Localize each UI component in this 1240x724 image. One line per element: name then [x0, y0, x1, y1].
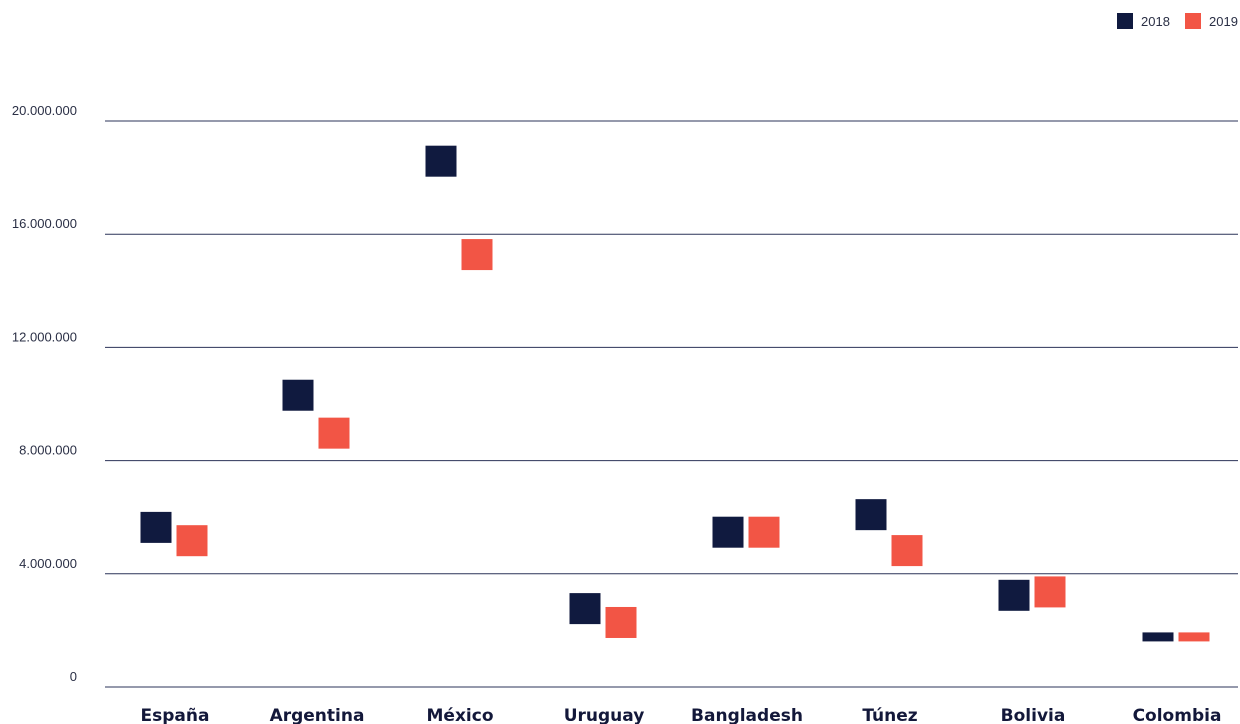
y-axis: 0 4.000.000 8.000.000 12.000.000 16.000.000 2…: [12, 103, 77, 684]
y-tick-label: 8.000.000: [19, 443, 77, 458]
x-tick-label: Bolivia: [1001, 706, 1066, 724]
marker-2018-5: [855, 499, 887, 531]
x-tick-label: Argentina: [270, 706, 365, 724]
y-tick-label: 4.000.000: [19, 556, 77, 571]
legend-label: 2018: [1141, 14, 1170, 29]
marker-2019-7: [1178, 632, 1210, 642]
grid-layer: [105, 120, 1238, 688]
marker-2019-3: [605, 606, 637, 638]
y-tick-label: 20.000.000: [12, 103, 77, 118]
marker-2019-2: [461, 239, 493, 271]
y-tick-label: 12.000.000: [12, 329, 77, 344]
x-axis: España Argentina México Uruguay Bangladesh Tú…: [141, 706, 1222, 724]
marker-2018-7: [1142, 632, 1174, 642]
y-tick-label: 0: [70, 669, 77, 684]
x-tick-label: Colombia: [1133, 706, 1222, 724]
marker-2019-5: [891, 535, 923, 567]
marker-2019-4: [748, 516, 780, 548]
legend: 2018 2019: [1117, 13, 1238, 29]
marker-2018-2: [425, 145, 457, 177]
legend-swatch-2019: [1185, 13, 1201, 29]
marker-2018-3: [569, 593, 601, 625]
marker-2019-0: [176, 525, 208, 557]
marker-2019-6: [1034, 576, 1066, 608]
x-tick-label: Bangladesh: [691, 706, 803, 724]
data-markers: [140, 145, 1210, 642]
y-tick-label: 16.000.000: [12, 216, 77, 231]
x-tick-label: España: [141, 706, 210, 724]
marker-2018-1: [282, 379, 314, 411]
marker-2019-1: [318, 417, 350, 449]
x-tick-label: Túnez: [862, 706, 917, 724]
x-tick-label: México: [427, 706, 494, 724]
marker-2018-4: [712, 516, 744, 548]
marker-2018-6: [998, 579, 1030, 611]
marker-2018-0: [140, 511, 172, 543]
legend-swatch-2018: [1117, 13, 1133, 29]
legend-label: 2019: [1209, 14, 1238, 29]
x-tick-label: Uruguay: [564, 706, 645, 724]
